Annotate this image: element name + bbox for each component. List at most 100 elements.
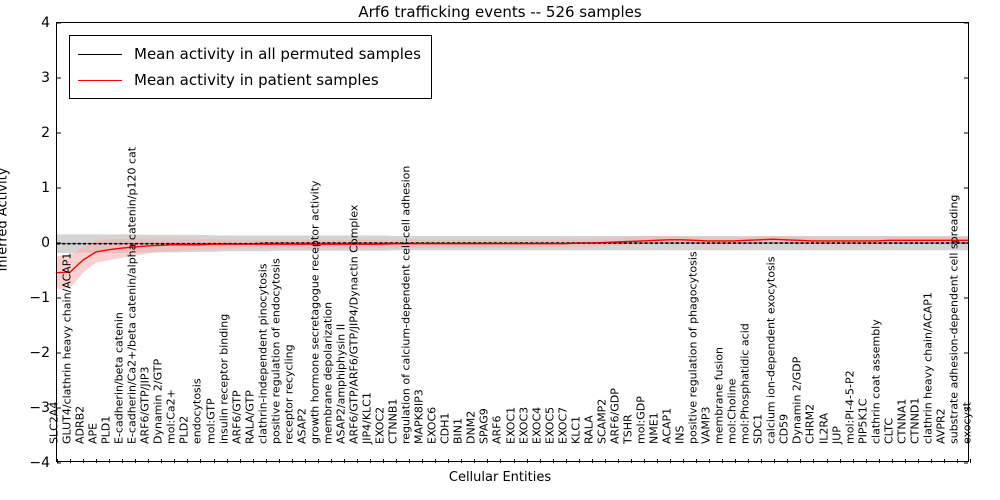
- x-axis-tick-mark: [774, 459, 776, 463]
- x-axis-tick-label: positive regulation of endocytosis: [269, 258, 283, 444]
- x-axis-tick-mark: [709, 459, 711, 463]
- x-axis-tick-label: exocyst: [960, 401, 974, 444]
- x-axis-tick-mark: [526, 459, 528, 463]
- x-axis-tick-mark: [670, 459, 671, 463]
- x-axis-tick-mark: [356, 459, 358, 463]
- y-axis-tick-label: −3: [29, 400, 50, 416]
- x-axis-tick-label: JUP: [830, 426, 844, 444]
- x-axis-tick-label: PLD2: [178, 415, 192, 444]
- x-axis-tick-mark: [122, 459, 124, 463]
- x-axis-tick-mark: [970, 459, 971, 463]
- x-axis-tick-label: PIP5K1C: [856, 398, 870, 444]
- x-axis-tick-mark: [839, 459, 841, 463]
- legend-label-permuted: Mean activity in all permuted samples: [134, 45, 421, 63]
- x-axis-tick-label: CTNND1: [908, 397, 922, 444]
- legend-label-patient: Mean activity in patient samples: [134, 71, 379, 89]
- x-axis-tick-mark: [291, 459, 293, 463]
- x-axis-tick-label: EXOC5: [543, 406, 557, 444]
- x-axis-tick-mark: [826, 459, 828, 463]
- y-axis-label: Inferred Activity: [0, 167, 11, 272]
- x-axis-tick-label: CHRM2: [804, 403, 818, 444]
- y-axis-tick-mark: [57, 77, 61, 79]
- x-axis-tick-mark: [435, 459, 437, 463]
- x-axis-tick-mark: [148, 459, 150, 463]
- x-axis-tick-mark: [630, 459, 632, 463]
- y-axis-tick-mark: [57, 352, 61, 354]
- y-axis-tick-label: 1: [41, 180, 50, 196]
- x-axis-tick-mark: [265, 459, 267, 463]
- x-axis-tick-mark: [930, 459, 932, 463]
- x-axis-tick-mark: [813, 459, 815, 463]
- x-axis-tick-label: IL2RA: [817, 412, 831, 444]
- x-axis-tick-label: mol:Phosphatidic acid: [739, 323, 753, 444]
- x-axis-tick-label: DNM2: [465, 410, 479, 444]
- x-axis-tick-label: endocytosis: [191, 378, 205, 444]
- x-axis-tick-mark: [317, 459, 319, 463]
- x-axis-tick-label: growth hormone secretagogue receptor act…: [308, 180, 322, 444]
- y-axis-tick-mark: [964, 22, 968, 24]
- x-axis-tick-label: ASAP2: [295, 408, 309, 444]
- x-axis-tick-mark: [330, 459, 332, 463]
- x-axis-tick-label: TSHR: [621, 414, 635, 444]
- x-axis-tick-label: SCAMP2: [595, 398, 609, 444]
- x-axis-tick-label: CLTC: [882, 417, 896, 444]
- x-axis-tick-label: membrane depolarization: [321, 301, 335, 444]
- x-axis-tick-label: PLD1: [99, 415, 113, 444]
- x-axis-tick-mark: [487, 459, 489, 463]
- x-axis-tick-label: clathrin-independent pinocytosis: [256, 263, 270, 444]
- x-axis-tick-mark: [396, 459, 398, 463]
- x-axis-tick-mark: [852, 459, 854, 463]
- x-axis-tick-label: MAPK8IP3: [412, 389, 426, 444]
- y-axis-tick-label: 0: [41, 235, 50, 251]
- x-axis-tick-mark: [943, 459, 945, 463]
- x-axis-tick-label: Dynamin 2/GDP: [791, 356, 805, 444]
- chart-legend: Mean activity in all permuted samples Me…: [69, 35, 432, 99]
- y-axis-tick-mark: [964, 297, 968, 299]
- x-axis-tick-label: CTNNA1: [895, 398, 909, 444]
- x-axis-tick-label: RALA/GTP: [243, 390, 257, 444]
- x-axis-tick-mark: [683, 459, 685, 463]
- x-axis-tick-label: ACAP1: [660, 407, 674, 444]
- x-axis-tick-mark: [761, 459, 763, 463]
- x-axis-tick-mark: [565, 459, 567, 463]
- x-axis-tick-label: EXOC3: [517, 406, 531, 444]
- y-axis-tick-mark: [57, 242, 61, 244]
- x-axis-tick-mark: [187, 459, 189, 463]
- x-axis-tick-mark: [617, 459, 619, 463]
- x-axis-tick-label: EXOC7: [556, 406, 570, 444]
- x-axis-tick-mark: [304, 459, 306, 463]
- x-axis-tick-label: SPAG9: [478, 408, 492, 444]
- x-axis-tick-label: Dynamin 2/GTP: [152, 358, 166, 444]
- y-axis-tick-label: 4: [41, 15, 50, 31]
- x-axis-tick-label: calcium ion-dependent exocytosis: [765, 256, 779, 444]
- x-axis-tick-mark: [83, 459, 85, 463]
- y-axis-tick-label: −2: [29, 345, 50, 361]
- x-axis-tick-mark: [591, 459, 593, 463]
- x-axis-tick-label: membrane fusion: [712, 346, 726, 444]
- x-axis-tick-label: mol:GTP: [204, 398, 218, 444]
- x-axis-tick-mark: [96, 459, 98, 463]
- y-axis-tick-mark: [964, 462, 968, 464]
- mean-line-permuted-core: [57, 243, 968, 244]
- y-axis-tick-mark: [57, 297, 61, 299]
- mean-line-patient: [57, 239, 968, 272]
- x-axis-tick-label: SDC1: [752, 413, 766, 444]
- plot-axes: Mean activity in all permuted samples Me…: [29, 15, 971, 471]
- y-axis-tick-label: 2: [41, 125, 50, 141]
- x-axis-tick-label: EXOC4: [530, 406, 544, 444]
- x-axis-tick-label: CTNNB1: [386, 398, 400, 444]
- x-axis-tick-label: CD59: [778, 413, 792, 444]
- x-axis-tick-label: regulation of calcium-dependent cell-cel…: [399, 165, 413, 444]
- legend-item-patient: Mean activity in patient samples: [78, 67, 421, 93]
- y-axis-tick-mark: [57, 22, 61, 24]
- x-axis-tick-mark: [474, 459, 476, 463]
- x-axis-tick-mark: [539, 459, 541, 463]
- x-axis-tick-label: mol:GDP: [634, 396, 648, 444]
- x-axis-tick-label: APE: [86, 422, 100, 444]
- x-axis-tick-mark: [383, 459, 385, 463]
- x-axis-tick-mark: [513, 459, 515, 463]
- y-axis-tick-mark: [964, 242, 968, 244]
- x-axis-tick-mark: [370, 459, 372, 463]
- x-axis-tick-label: clathrin coat assembly: [869, 319, 883, 444]
- y-axis-tick-label: −1: [29, 290, 50, 306]
